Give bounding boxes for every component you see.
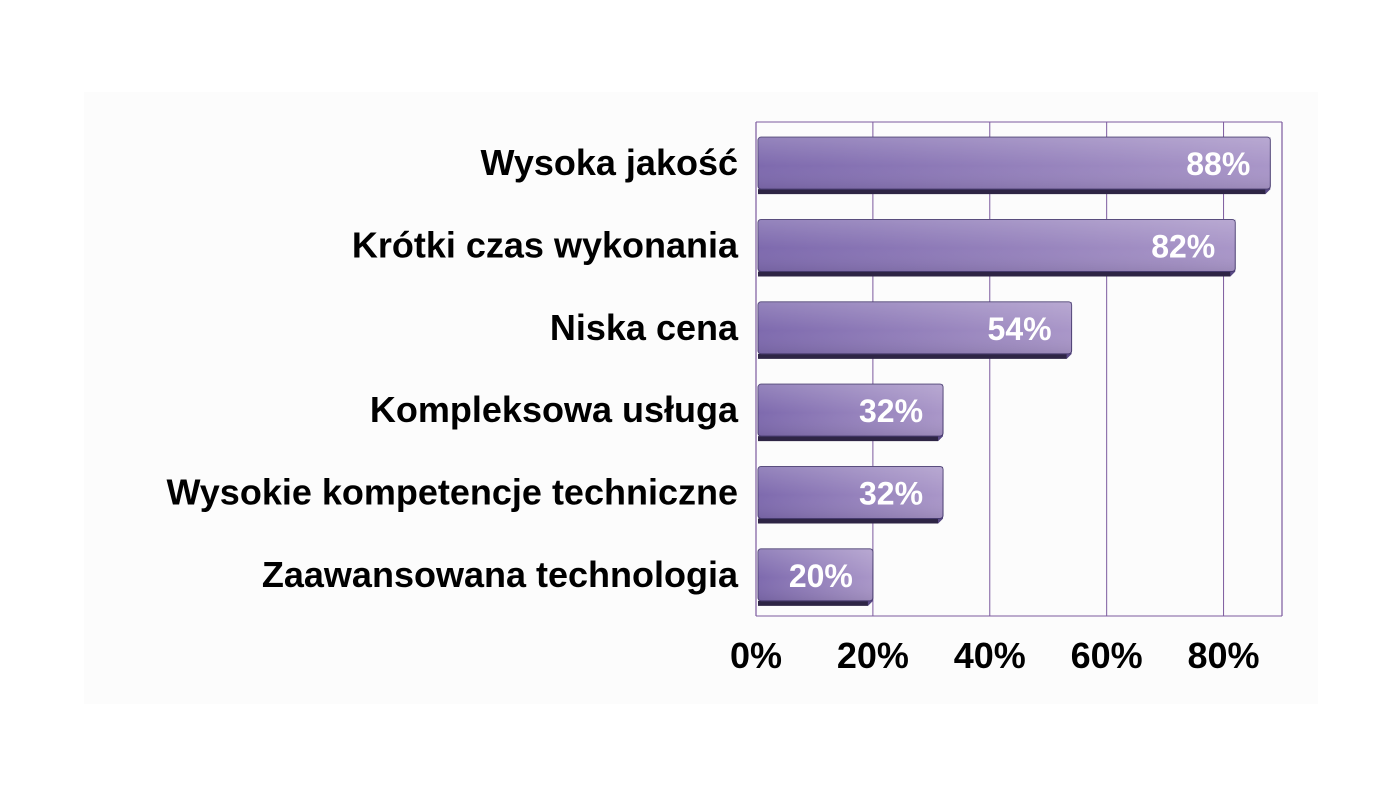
bar-group: 20% [757, 548, 874, 606]
bar-shadow [758, 271, 1236, 277]
category-label: Krótki czas wykonania [352, 225, 739, 266]
category-label: Kompleksowa usługa [370, 389, 739, 430]
bar-shine [758, 301, 1072, 354]
category-label: Wysokie kompetencje techniczne [166, 472, 738, 513]
bar-group: 82% [757, 219, 1236, 277]
bar-shine [758, 548, 873, 601]
x-tick-label: 60% [1071, 635, 1143, 676]
x-axis-tick-labels: 0% 20% 40% 60% 80% [730, 635, 1260, 676]
bars: 88% 82% 54% 32% 32% 20% [757, 136, 1271, 606]
bar-shine [758, 137, 1271, 190]
data-label: 32% [859, 393, 923, 429]
bar-group: 32% [757, 383, 944, 442]
x-tick-label: 40% [954, 635, 1026, 676]
data-label: 54% [988, 311, 1052, 347]
x-tick-label: 0% [730, 635, 782, 676]
x-tick-label: 20% [837, 635, 909, 676]
bar-shadow [758, 600, 873, 606]
data-label: 32% [859, 476, 923, 512]
bar-shadow [758, 353, 1072, 359]
data-label: 20% [789, 558, 853, 594]
bar-shine [758, 466, 944, 519]
bar-group: 32% [757, 466, 944, 524]
bar-group: 88% [757, 136, 1271, 195]
category-label: Wysoka jakość [481, 142, 738, 183]
category-labels: Wysoka jakość Krótki czas wykonania Niska … [166, 142, 739, 595]
category-label: Niska cena [550, 307, 739, 348]
bar-shadow [758, 189, 1271, 195]
gridlines [755, 121, 1283, 617]
bar-group: 54% [757, 301, 1073, 359]
category-label: Zaawansowana technologia [262, 554, 739, 595]
data-label: 88% [1186, 146, 1250, 182]
bar-shadow [758, 518, 944, 524]
bar-shadow [758, 436, 944, 442]
data-label: 82% [1151, 229, 1215, 265]
bar-shine [758, 384, 944, 437]
x-tick-label: 80% [1188, 635, 1260, 676]
bar-shine [758, 219, 1236, 272]
